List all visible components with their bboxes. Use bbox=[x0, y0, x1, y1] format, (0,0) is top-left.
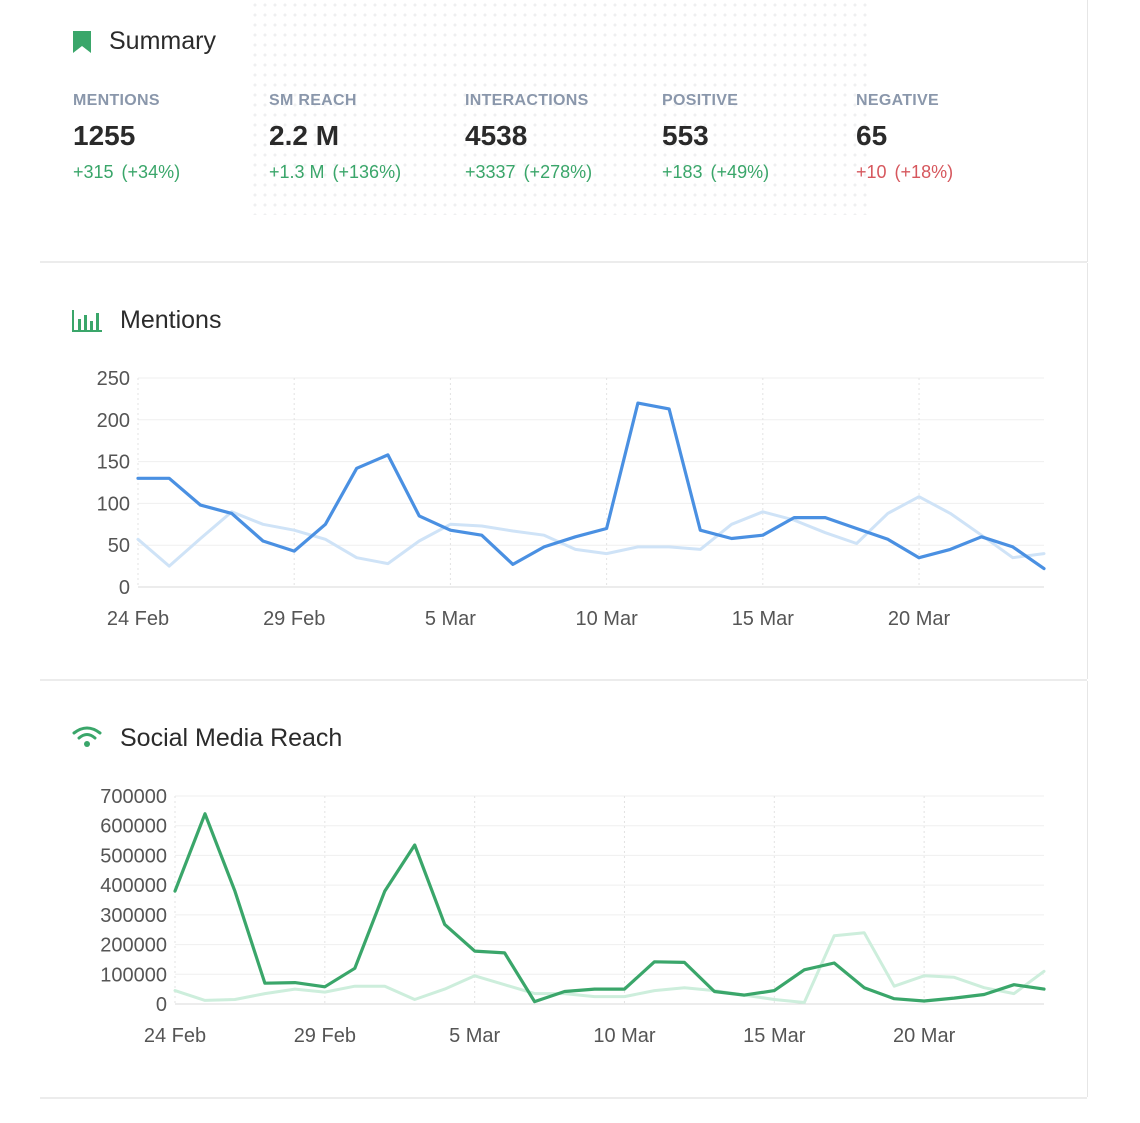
metric-value: 1255 bbox=[73, 120, 136, 151]
x-tick-label: 10 Mar bbox=[593, 1025, 656, 1047]
y-tick-label: 100 bbox=[97, 493, 130, 515]
x-tick-label: 20 Mar bbox=[893, 1025, 956, 1047]
reach-title: Social Media Reach bbox=[120, 724, 343, 752]
x-tick-label: 10 Mar bbox=[575, 608, 638, 630]
y-tick-label: 50 bbox=[108, 535, 130, 557]
reach-card bbox=[40, 681, 1088, 1097]
metric-positive[interactable]: POSITIVE 553 +183 (+49%) bbox=[662, 92, 769, 183]
bookmark-icon bbox=[73, 31, 91, 53]
y-tick-label: 150 bbox=[97, 452, 130, 474]
x-tick-label: 29 Feb bbox=[294, 1025, 356, 1047]
metric-mentions[interactable]: MENTIONS 1255 +315 (+34%) bbox=[73, 92, 180, 183]
y-tick-label: 200000 bbox=[100, 935, 167, 957]
y-tick-label: 200 bbox=[97, 410, 130, 432]
x-tick-label: 5 Mar bbox=[449, 1025, 500, 1047]
metric-delta: +10 (+18%) bbox=[856, 162, 954, 182]
y-tick-label: 250 bbox=[97, 368, 130, 390]
metric-value: 4538 bbox=[465, 120, 528, 151]
mentions-chart[interactable]: 0 50 100 150 200 250 24 Feb 29 Feb 5 Mar 10 Mar 15… bbox=[0, 0, 1140, 680]
wifi-icon bbox=[72, 726, 102, 747]
metric-interactions[interactable]: INTERACTIONS 4538 +3337 (+278%) bbox=[465, 92, 592, 183]
x-tick-label: 24 Feb bbox=[107, 608, 169, 630]
y-tick-label: 300000 bbox=[100, 905, 167, 927]
bar-chart-icon bbox=[72, 310, 102, 332]
x-tick-label: 5 Mar bbox=[425, 608, 476, 630]
metric-label: NEGATIVE bbox=[856, 92, 940, 109]
x-tick-label: 20 Mar bbox=[888, 608, 951, 630]
metric-value: 2.2 M bbox=[269, 120, 340, 151]
series-line-current bbox=[136, 401, 1046, 571]
divider bbox=[40, 679, 1087, 681]
metric-value: 65 bbox=[856, 120, 888, 151]
y-tick-label: 600000 bbox=[100, 816, 167, 838]
y-tick-label: 700000 bbox=[100, 786, 167, 808]
y-tick-label: 400000 bbox=[100, 875, 167, 897]
metric-label: INTERACTIONS bbox=[465, 92, 589, 109]
series-line-current bbox=[173, 812, 1046, 1004]
x-tick-label: 24 Feb bbox=[144, 1025, 206, 1047]
y-tick-label: 0 bbox=[119, 577, 130, 599]
metric-negative[interactable]: NEGATIVE 65 +10 (+18%) bbox=[856, 92, 953, 183]
mentions-title: Mentions bbox=[120, 306, 222, 334]
series-line-previous bbox=[173, 931, 1046, 1004]
metric-label: MENTIONS bbox=[73, 92, 160, 109]
x-tick-label: 15 Mar bbox=[743, 1025, 806, 1047]
divider bbox=[40, 1097, 1087, 1099]
metric-sm-reach[interactable]: SM REACH 2.2 M +1.3 M (+136%) bbox=[269, 92, 401, 183]
metric-label: POSITIVE bbox=[662, 92, 739, 109]
metric-delta: +183 (+49%) bbox=[662, 162, 770, 182]
y-tick-label: 500000 bbox=[100, 845, 167, 867]
x-tick-label: 15 Mar bbox=[732, 608, 795, 630]
metric-delta: +315 (+34%) bbox=[73, 162, 181, 182]
summary-title: Summary bbox=[109, 27, 216, 55]
series-line-previous bbox=[136, 495, 1046, 568]
world-map-background bbox=[250, 0, 870, 215]
mentions-card bbox=[40, 263, 1088, 679]
metric-value: 553 bbox=[662, 120, 709, 151]
metric-delta: +3337 (+278%) bbox=[465, 162, 593, 182]
y-tick-label: 100000 bbox=[100, 964, 167, 986]
divider bbox=[40, 261, 1087, 263]
x-tick-label: 29 Feb bbox=[263, 608, 325, 630]
metric-label: SM REACH bbox=[269, 92, 357, 109]
metric-delta: +1.3 M (+136%) bbox=[269, 162, 402, 182]
y-tick-label: 0 bbox=[156, 994, 167, 1016]
